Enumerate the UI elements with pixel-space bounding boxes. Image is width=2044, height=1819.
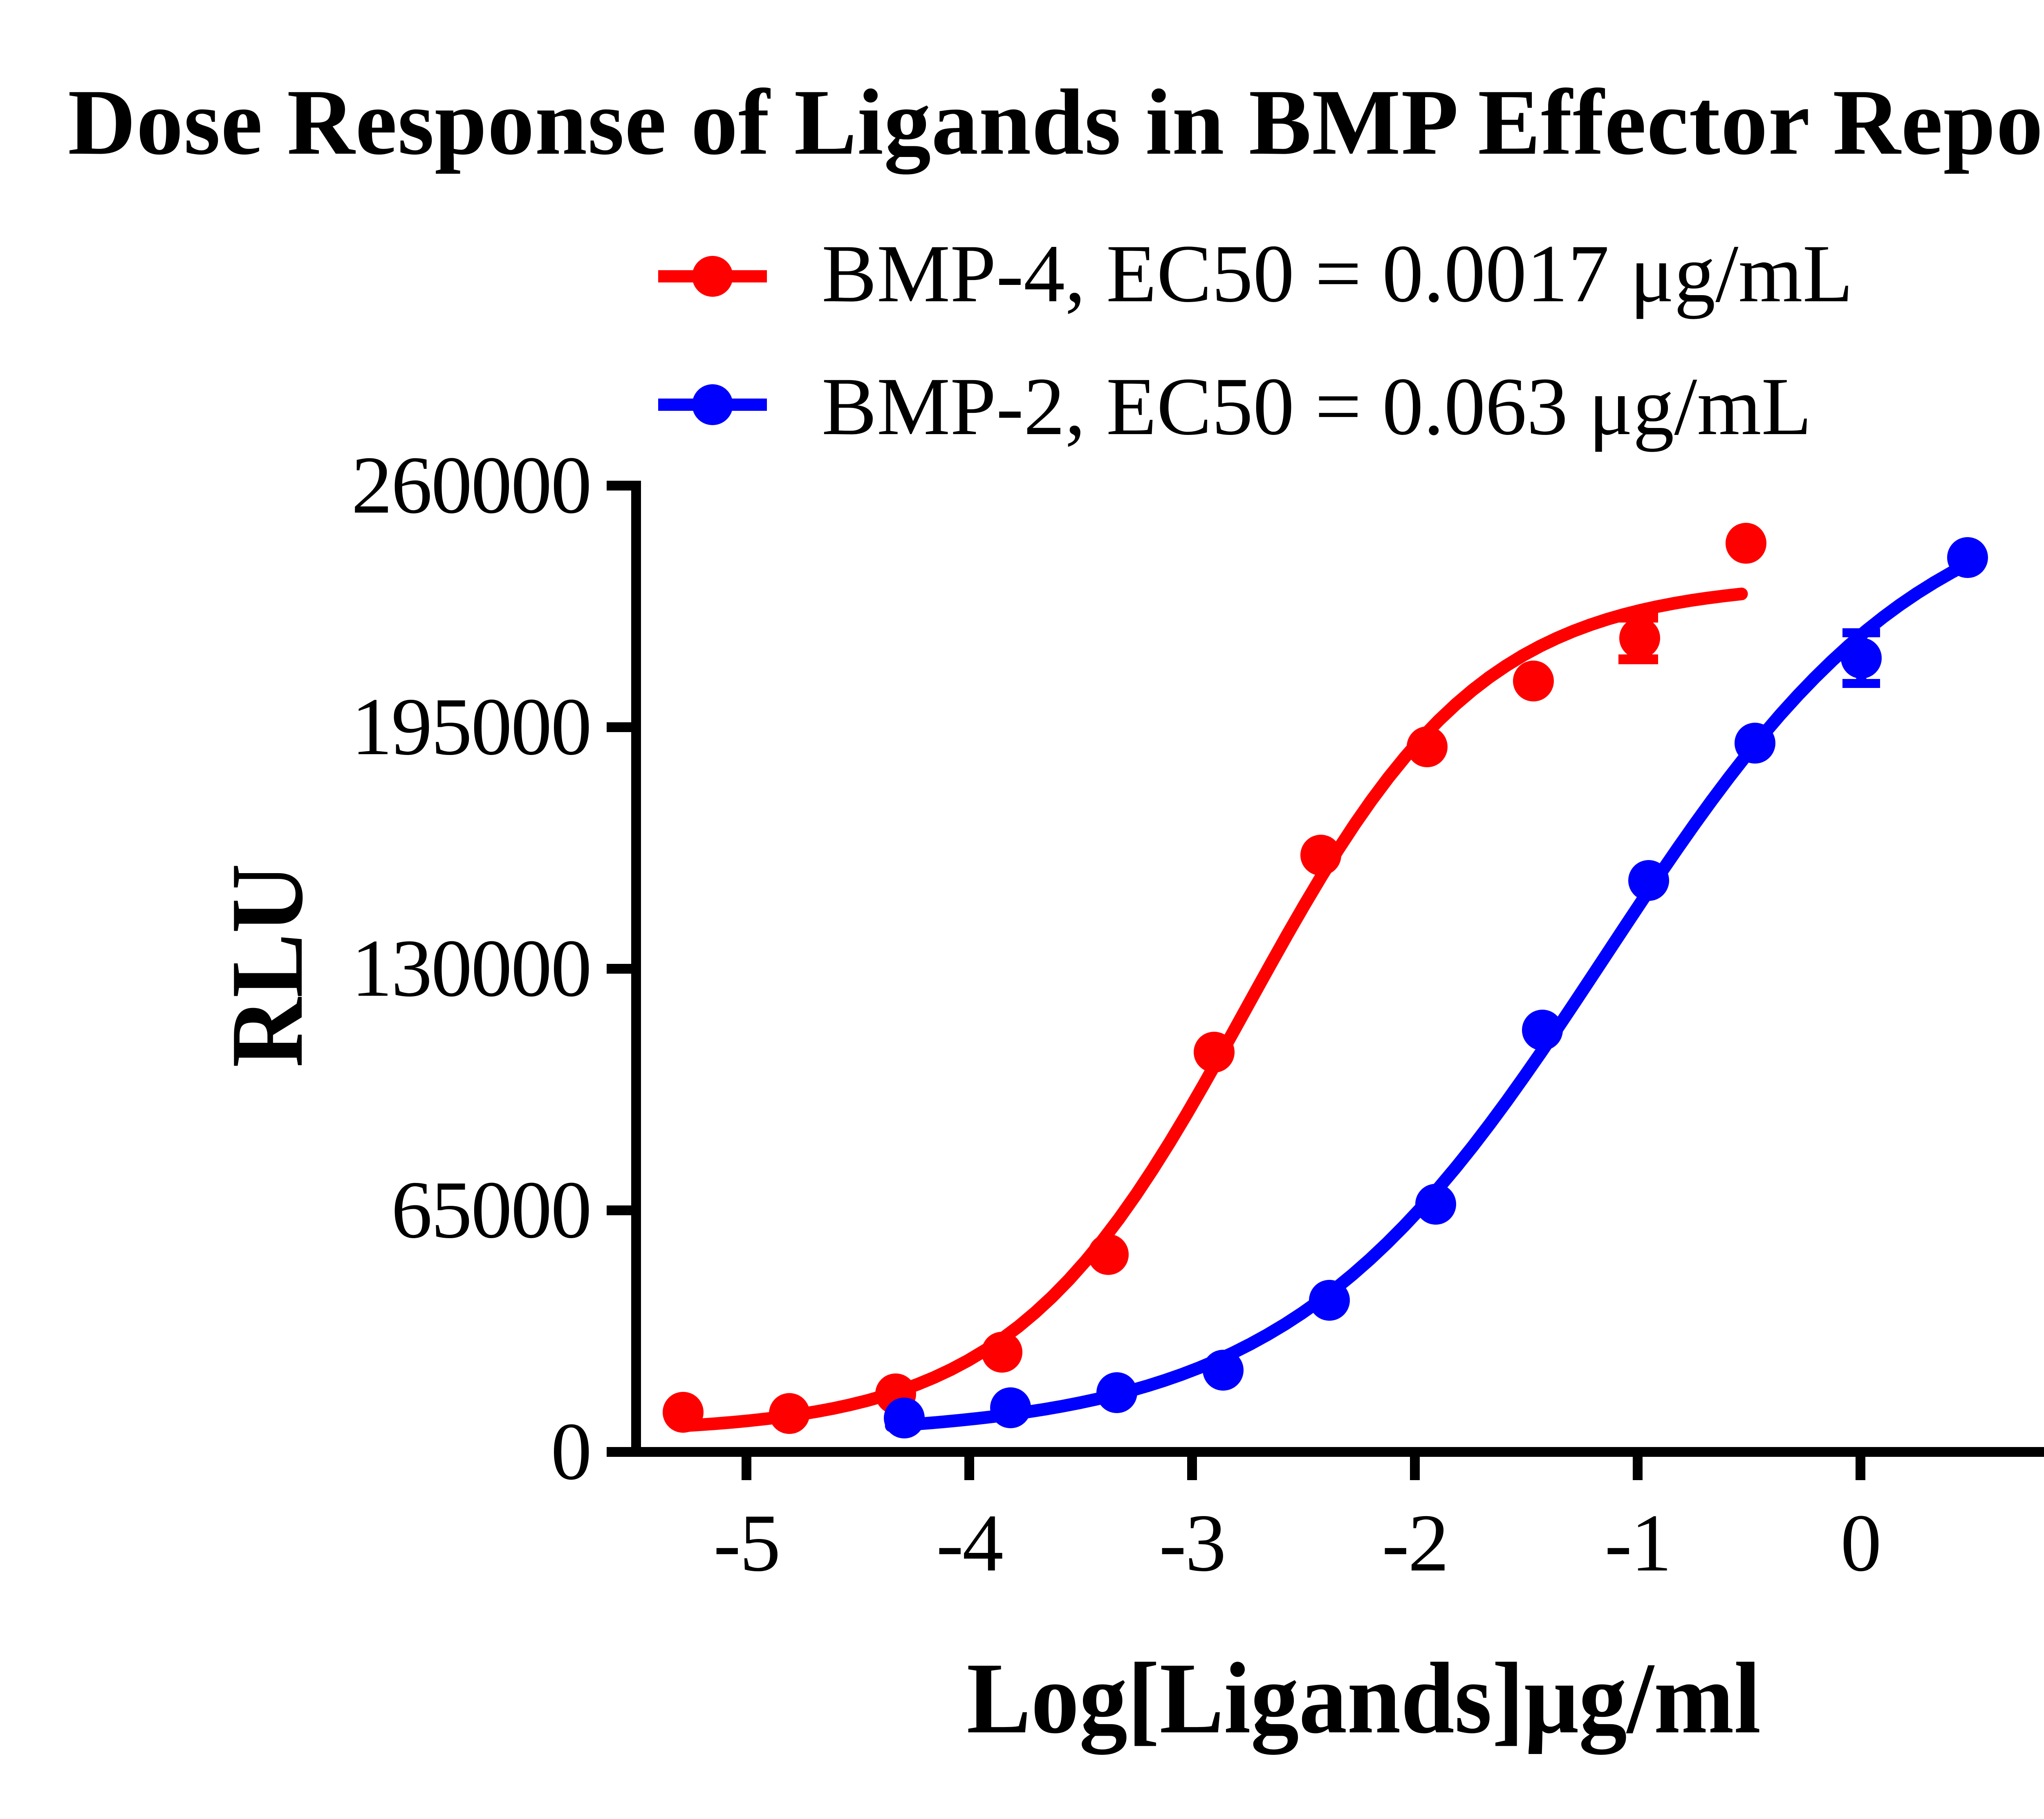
svg-text:-5: -5 xyxy=(713,1498,780,1588)
svg-text:-2: -2 xyxy=(1382,1498,1448,1588)
svg-text:260000: 260000 xyxy=(351,440,591,531)
svg-text:Dose Response of Ligands in BM: Dose Response of Ligands in BMP Effector… xyxy=(68,70,2044,175)
svg-text:-4: -4 xyxy=(936,1498,1002,1588)
svg-text:-3: -3 xyxy=(1159,1498,1225,1588)
svg-text:130000: 130000 xyxy=(351,923,591,1014)
svg-text:BMP-4, EC50 = 0.0017 μg/mL: BMP-4, EC50 = 0.0017 μg/mL xyxy=(822,228,1853,319)
svg-text:RLU: RLU xyxy=(210,864,324,1068)
svg-text:195000: 195000 xyxy=(351,681,591,772)
svg-text:0: 0 xyxy=(1840,1498,1880,1588)
svg-text:BMP-2, EC50 = 0.063 μg/mL: BMP-2, EC50 = 0.063 μg/mL xyxy=(822,361,1812,452)
svg-text:Log[Ligands]μg/ml: Log[Ligands]μg/ml xyxy=(967,1642,1761,1754)
svg-text:-1: -1 xyxy=(1605,1498,1671,1588)
svg-text:0: 0 xyxy=(551,1406,591,1497)
svg-text:65000: 65000 xyxy=(391,1165,591,1255)
